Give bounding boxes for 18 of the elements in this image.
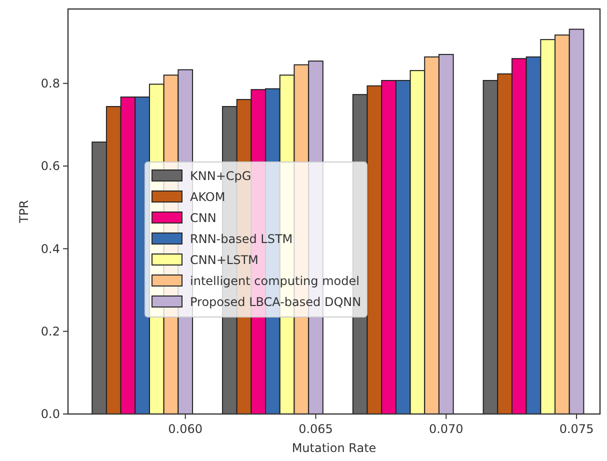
y-axis-title: TPR bbox=[17, 200, 31, 224]
y-tick-label: 0.8 bbox=[40, 76, 60, 91]
legend-label: intelligent computing model bbox=[190, 274, 360, 288]
legend-label: CNN bbox=[190, 211, 216, 226]
legend-label: KNN+CpG bbox=[190, 169, 252, 184]
x-axis-title: Mutation Rate bbox=[292, 441, 376, 455]
y-tick-label: 0.6 bbox=[40, 159, 60, 174]
legend-label: RNN-based LSTM bbox=[190, 232, 293, 246]
legend-label: AKOM bbox=[190, 190, 226, 204]
x-tick-label: 0.070 bbox=[428, 422, 464, 436]
y-tick-label: 0.0 bbox=[40, 407, 60, 422]
y-tick-label: 0.4 bbox=[40, 242, 60, 256]
x-tick-label: 0.065 bbox=[298, 422, 333, 436]
y-tick-label: 0.2 bbox=[40, 324, 60, 339]
x-tick-label: 0.060 bbox=[168, 422, 203, 436]
legend-label: CNN+LSTM bbox=[190, 253, 258, 268]
legend-label: Proposed LBCA-based DQNN bbox=[190, 295, 362, 310]
x-tick-label: 0.075 bbox=[559, 422, 594, 436]
